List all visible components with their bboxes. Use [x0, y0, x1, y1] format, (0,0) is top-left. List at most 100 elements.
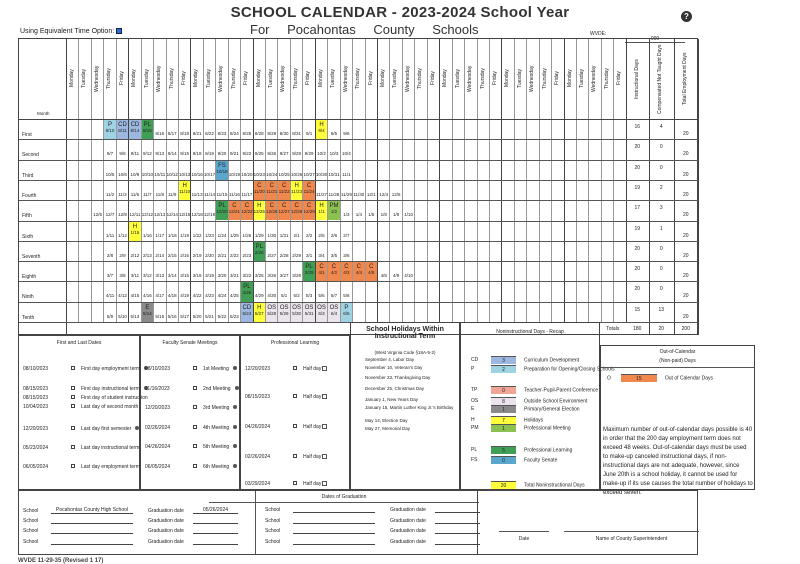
calendar-day[interactable]: 5/2	[291, 282, 302, 301]
calendar-icon[interactable]	[293, 366, 297, 370]
calendar-day[interactable]: 2/21	[216, 242, 227, 261]
calendar-day[interactable]: 8/18	[179, 120, 190, 139]
calendar-day[interactable]: 4/19	[179, 282, 190, 301]
calendar-day[interactable]: P 8/10	[104, 120, 116, 140]
calendar-day[interactable]: CD 8/11	[116, 120, 129, 140]
calendar-day[interactable]: C 12/26	[266, 201, 278, 221]
calendar-day[interactable]: C 12/27	[278, 201, 290, 221]
date-field[interactable]: 06/05/2024	[145, 463, 171, 470]
half-day-checkbox[interactable]	[322, 424, 328, 430]
calendar-day[interactable]: 8/23	[216, 120, 227, 139]
calendar-day[interactable]: 12/14	[167, 201, 178, 220]
calendar-day[interactable]: 1/10	[403, 201, 414, 220]
calendar-day[interactable]: 10/25	[278, 161, 290, 180]
graduation-date-field[interactable]: 05/26/2024	[193, 507, 238, 514]
calendar-day[interactable]: 3/7	[104, 262, 115, 281]
calendar-day[interactable]: 3/20	[216, 262, 227, 281]
info-icon[interactable]	[233, 424, 238, 429]
date-field[interactable]: 08/15/2023	[23, 395, 49, 401]
calendar-day[interactable]: 11/17	[241, 181, 252, 200]
calendar-day[interactable]: 11/1	[341, 161, 352, 180]
calendar-day[interactable]: 1/18	[167, 222, 178, 241]
calendar-day[interactable]: 11/27	[316, 181, 327, 200]
calendar-day[interactable]: 10/2	[316, 140, 327, 159]
calendar-day[interactable]: 2/22	[229, 242, 240, 261]
calendar-day[interactable]: 3/19	[204, 262, 215, 281]
calendar-day[interactable]: 12/15	[179, 201, 190, 220]
calendar-day[interactable]: 9/11	[129, 140, 140, 159]
calendar-day[interactable]: 11/16	[229, 181, 240, 200]
calendar-day[interactable]: 4/25	[229, 282, 240, 301]
school-field[interactable]	[293, 522, 375, 524]
calendar-day[interactable]: 2/29	[291, 242, 302, 261]
date-field[interactable]: 12/20/2023	[145, 405, 171, 411]
date-field[interactable]: 08/10/2023	[145, 366, 171, 372]
calendar-icon[interactable]	[71, 426, 75, 430]
info-icon[interactable]	[233, 463, 238, 468]
calendar-day[interactable]: 4/30	[266, 282, 277, 301]
calendar-day[interactable]: 2/12	[129, 242, 140, 261]
calendar-day[interactable]: 8/22	[204, 120, 215, 139]
calendar-day[interactable]: FS 10/18	[216, 160, 228, 180]
calendar-day[interactable]: 4/15	[129, 282, 140, 301]
calendar-day[interactable]: OS 5/28	[266, 302, 278, 322]
date-field[interactable]: 04/26/2024	[145, 444, 171, 450]
graduation-date-field[interactable]	[435, 533, 480, 534]
calendar-icon[interactable]	[193, 463, 197, 468]
date-field[interactable]: 02/26/2024	[145, 424, 171, 431]
calendar-day[interactable]: 12/5	[390, 181, 401, 200]
calendar-day[interactable]: 2/23	[241, 242, 252, 261]
calendar-day[interactable]: 3/15	[179, 262, 190, 281]
calendar-day[interactable]: C 4/5	[365, 262, 377, 282]
calendar-day[interactable]: 9/25	[254, 140, 265, 159]
calendar-day[interactable]: H 1/15	[129, 221, 141, 241]
calendar-day[interactable]: 10/24	[266, 161, 277, 180]
calendar-day[interactable]: 2/1	[291, 222, 302, 241]
calendar-icon[interactable]	[71, 404, 75, 408]
calendar-day[interactable]: 1/12	[117, 222, 128, 241]
calendar-day[interactable]: 9/22	[241, 140, 252, 159]
calendar-day[interactable]: 3/12	[142, 262, 153, 281]
school-field[interactable]	[293, 543, 375, 545]
graduation-date-field[interactable]	[193, 533, 238, 534]
calendar-day[interactable]: 1/19	[179, 222, 190, 241]
date-field[interactable]: 08/15/2023	[245, 394, 271, 400]
calendar-day[interactable]: 9/20	[216, 140, 227, 159]
calendar-day[interactable]: 11/8	[154, 181, 165, 200]
calendar-icon[interactable]	[293, 454, 297, 458]
calendar-day[interactable]: 1/3	[341, 201, 352, 220]
calendar-day[interactable]: 3/8	[117, 262, 128, 281]
calendar-day[interactable]: 10/3	[328, 140, 339, 159]
calendar-day[interactable]: 10/10	[142, 161, 153, 180]
calendar-day[interactable]: 9/26	[266, 140, 277, 159]
calendar-day[interactable]: 10/5	[104, 161, 115, 180]
calendar-day[interactable]: 4/24	[216, 282, 227, 301]
calendar-day[interactable]: 1/25	[229, 222, 240, 241]
calendar-day[interactable]: 2/16	[179, 242, 190, 261]
calendar-day[interactable]: C 4/2	[328, 262, 340, 282]
calendar-day[interactable]: 9/27	[278, 140, 289, 159]
calendar-day[interactable]: 1/26	[241, 222, 252, 241]
date-field[interactable]: 11/16/2023	[145, 385, 170, 392]
calendar-day[interactable]: 1/8	[378, 201, 389, 220]
calendar-day[interactable]: 2/28	[278, 242, 289, 261]
calendar-day[interactable]: 10/4	[341, 140, 352, 159]
calendar-day[interactable]: 12/6	[92, 201, 103, 220]
calendar-day[interactable]: OS 6/4	[328, 302, 340, 322]
calendar-day[interactable]: 9/21	[229, 140, 240, 159]
calendar-day[interactable]: 10/20	[241, 161, 252, 180]
calendar-day[interactable]: C 11/20	[253, 180, 266, 201]
school-field[interactable]	[51, 533, 133, 534]
calendar-day[interactable]: 11/6	[129, 181, 140, 200]
calendar-day[interactable]: 9/15	[179, 140, 190, 159]
calendar-day[interactable]: 3/28	[291, 262, 302, 281]
calendar-day[interactable]: OS 5/31	[303, 302, 315, 322]
date-field[interactable]: 12/20/2023	[23, 426, 49, 432]
equivalent-time-checkbox[interactable]	[116, 28, 123, 35]
calendar-day[interactable]: 11/7	[142, 181, 153, 200]
info-icon[interactable]	[233, 405, 238, 409]
calendar-day[interactable]: 11/2	[104, 181, 115, 200]
calendar-icon[interactable]	[193, 366, 197, 370]
calendar-day[interactable]: 1/22	[191, 222, 202, 241]
calendar-day[interactable]: 4/9	[390, 262, 401, 281]
